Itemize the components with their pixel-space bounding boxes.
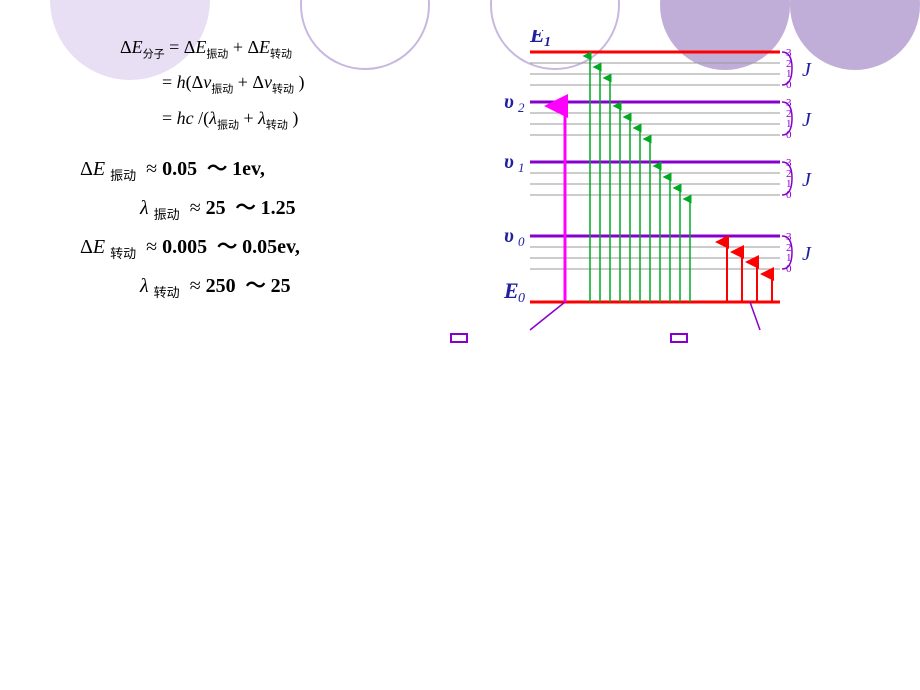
svg-text:J: J — [802, 243, 812, 265]
energy-diagram: E 1 3 2 1 0 J υ 2 — [470, 30, 850, 360]
svg-text:1: 1 — [518, 160, 525, 175]
vibration-label-box — [450, 333, 468, 343]
e1-label: E — [529, 30, 545, 47]
svg-text:υ: υ — [504, 151, 514, 173]
svg-text:0: 0 — [786, 263, 792, 275]
svg-text:J: J — [802, 59, 812, 81]
rotation-label-box — [670, 333, 688, 343]
equations-column: ΔE分子 = ΔE振动 + ΔE转动 = h(Δv振动 + Δv转动 ) = h… — [80, 30, 460, 360]
values-block: ΔE 振动 ≈ 0.05 ～ 1ev, λ 振动 ≈ 25 ～ 1.25 ΔE … — [80, 150, 460, 305]
svg-text:2: 2 — [518, 100, 525, 115]
body-text — [80, 374, 850, 388]
svg-text:0: 0 — [786, 129, 792, 141]
equation-line: = hc /(λ振动 + λ转动 ) — [120, 101, 460, 136]
svg-text:0: 0 — [786, 189, 792, 201]
svg-text:J: J — [802, 109, 812, 131]
equation-block: ΔE分子 = ΔE振动 + ΔE转动 = h(Δv振动 + Δv转动 ) = h… — [120, 30, 460, 136]
value-line: λ 振动 ≈ 25 ～ 1.25 — [80, 189, 460, 228]
value-line: ΔE 转动 ≈ 0.005 ～ 0.05ev, — [80, 228, 460, 267]
svg-text:υ: υ — [504, 225, 514, 247]
svg-text:υ: υ — [504, 91, 514, 113]
svg-text:0: 0 — [518, 291, 525, 306]
equation-line: ΔE分子 = ΔE振动 + ΔE转动 — [120, 30, 460, 65]
value-line: λ 转动 ≈ 250 ～ 25 — [80, 267, 460, 306]
svg-text:0: 0 — [786, 79, 792, 91]
svg-text:0: 0 — [518, 234, 525, 249]
svg-text:J: J — [802, 169, 812, 191]
value-line: ΔE 振动 ≈ 0.05 ～ 1ev, — [80, 150, 460, 189]
svg-text:1: 1 — [544, 35, 551, 50]
equation-line: = h(Δv振动 + Δv转动 ) — [120, 65, 460, 100]
svg-text:E: E — [503, 278, 519, 303]
